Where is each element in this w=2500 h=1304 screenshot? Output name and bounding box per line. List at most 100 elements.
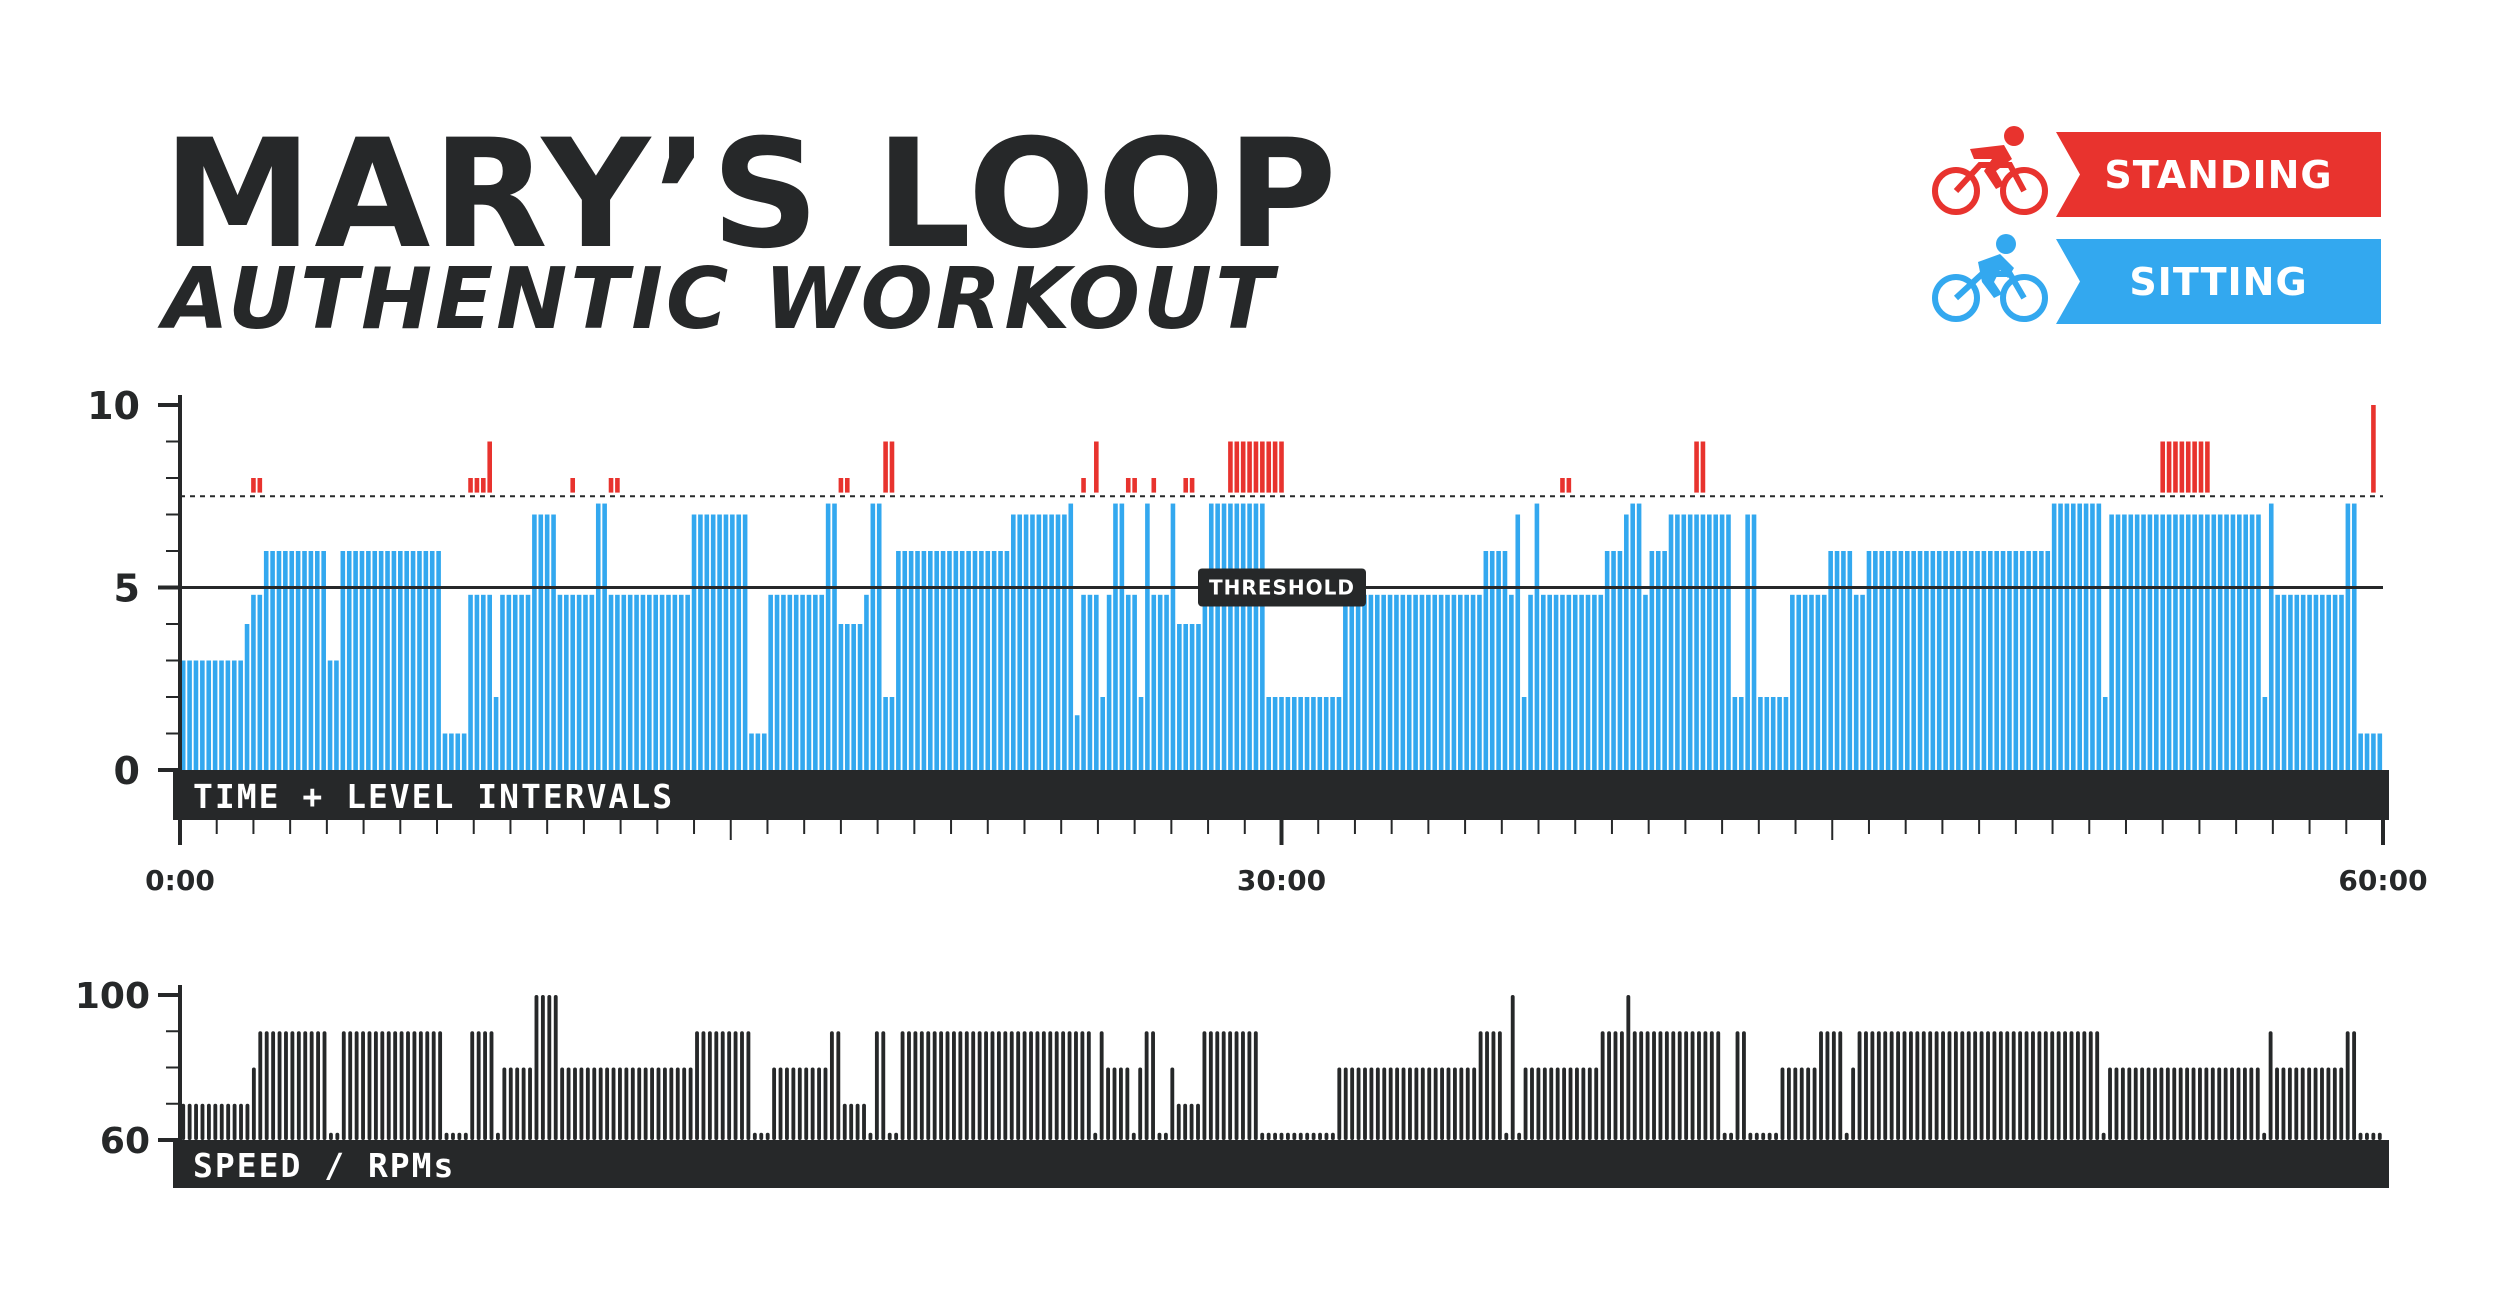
standing-bar bbox=[844, 478, 850, 493]
sitting-bar bbox=[1291, 697, 1297, 770]
standing-bar bbox=[2198, 441, 2204, 493]
speed-bar bbox=[797, 1067, 802, 1140]
sitting-bar bbox=[1253, 503, 1259, 770]
speed-bar bbox=[1452, 1067, 1457, 1140]
speed-bar bbox=[945, 1031, 950, 1140]
sitting-bar bbox=[1349, 594, 1355, 770]
speed-bar bbox=[2242, 1067, 2247, 1140]
sitting-bar bbox=[742, 514, 748, 770]
speed-bar bbox=[1806, 1067, 1811, 1140]
sitting-bar bbox=[1406, 594, 1412, 770]
sitting-bar bbox=[1125, 594, 1131, 770]
sitting-bar bbox=[2051, 503, 2057, 770]
speed-bar bbox=[1838, 1031, 1843, 1140]
speed-bar bbox=[1170, 1067, 1175, 1140]
sitting-bar bbox=[1157, 594, 1163, 770]
speed-bar bbox=[380, 1031, 385, 1140]
speed-bar bbox=[2262, 1132, 2267, 1140]
speed-bar bbox=[727, 1031, 732, 1140]
speed-bar bbox=[1183, 1103, 1188, 1140]
speed-bar bbox=[322, 1031, 327, 1140]
sitting-bar bbox=[1611, 551, 1616, 770]
speed-y-ticks: 60 100 bbox=[75, 976, 180, 1162]
speed-bar bbox=[1176, 1103, 1181, 1140]
sitting-bar bbox=[1177, 624, 1182, 770]
standing-bar bbox=[468, 478, 473, 493]
speed-bar bbox=[1035, 1031, 1040, 1140]
sitting-bar bbox=[691, 514, 697, 770]
sitting-bar bbox=[1930, 551, 1936, 770]
speed-bar bbox=[1761, 1132, 1766, 1140]
speed-bar bbox=[1119, 1067, 1123, 1140]
sitting-bar bbox=[538, 514, 544, 770]
speed-bar bbox=[1921, 1031, 1926, 1140]
sitting-bar bbox=[685, 594, 690, 770]
standing-bar bbox=[1272, 441, 1278, 493]
sitting-bar bbox=[666, 594, 671, 770]
speed-bar bbox=[701, 1031, 706, 1140]
speed-bar bbox=[887, 1132, 892, 1140]
sitting-bar bbox=[659, 594, 665, 770]
sitting-bar bbox=[947, 551, 952, 770]
standing-bar bbox=[1266, 441, 1272, 493]
speed-bar bbox=[1799, 1067, 1804, 1140]
speed-bar bbox=[1241, 1031, 1245, 1140]
sitting-bar bbox=[1445, 594, 1450, 770]
speed-bar bbox=[1061, 1031, 1066, 1140]
speed-bar bbox=[1613, 1031, 1618, 1140]
standing-bar bbox=[1566, 478, 1572, 493]
sitting-bar bbox=[1202, 594, 1208, 770]
sitting-bar bbox=[2217, 514, 2223, 770]
y-tick-label: 100 bbox=[75, 976, 150, 1017]
sitting-bar bbox=[1215, 503, 1220, 770]
sitting-bar bbox=[2032, 551, 2038, 770]
sitting-bar bbox=[927, 551, 933, 770]
sitting-bar bbox=[1866, 551, 1872, 770]
sitting-bar bbox=[1681, 514, 1687, 770]
speed-bar bbox=[1363, 1067, 1367, 1140]
speed-bar bbox=[2140, 1067, 2145, 1140]
speed-bar bbox=[675, 1067, 680, 1140]
sitting-bar bbox=[2288, 594, 2293, 770]
speed-bar bbox=[483, 1031, 488, 1140]
sitting-bar bbox=[385, 551, 390, 770]
sitting-bar bbox=[1323, 697, 1329, 770]
speed-bar bbox=[444, 1132, 449, 1140]
time-axis: 0:00 30:00 60:00 bbox=[145, 820, 2428, 897]
standing-bar bbox=[1132, 478, 1137, 493]
sitting-bar bbox=[334, 660, 339, 770]
sitting-bar bbox=[2185, 514, 2191, 770]
speed-bar bbox=[470, 1031, 475, 1140]
sitting-bar bbox=[908, 551, 914, 770]
sitting-bar bbox=[2173, 514, 2178, 770]
sitting-bar bbox=[251, 594, 256, 770]
standing-bar bbox=[2185, 441, 2191, 493]
speed-bar bbox=[219, 1103, 224, 1140]
speed-bar bbox=[2050, 1031, 2055, 1140]
sitting-bar bbox=[2364, 733, 2370, 770]
sitting-bar bbox=[1374, 594, 1380, 770]
sitting-bar bbox=[200, 660, 205, 770]
sitting-bar bbox=[2083, 503, 2089, 770]
speed-bar bbox=[1748, 1132, 1753, 1140]
sitting-bar bbox=[557, 594, 563, 770]
speed-bar bbox=[939, 1031, 944, 1140]
standing-bar bbox=[2205, 441, 2210, 493]
sitting-bar bbox=[1592, 594, 1597, 770]
x-tick-label: 60:00 bbox=[2338, 864, 2427, 897]
speed-bar bbox=[425, 1031, 430, 1140]
sitting-bar bbox=[793, 594, 799, 770]
sitting-bar bbox=[1649, 551, 1655, 770]
speed-bar bbox=[804, 1067, 809, 1140]
standing-bar bbox=[251, 478, 256, 493]
sitting-bar bbox=[449, 733, 454, 770]
sitting-bar bbox=[2320, 594, 2325, 770]
speed-bar bbox=[1318, 1132, 1322, 1140]
speed-bar bbox=[1819, 1031, 1823, 1140]
sitting-bar bbox=[1049, 514, 1054, 770]
speed-bar bbox=[1986, 1031, 1990, 1140]
speed-bar bbox=[341, 1031, 346, 1140]
speed-bar bbox=[1388, 1067, 1393, 1140]
speed-bar bbox=[1587, 1067, 1592, 1140]
sitting-bar bbox=[1751, 514, 1757, 770]
